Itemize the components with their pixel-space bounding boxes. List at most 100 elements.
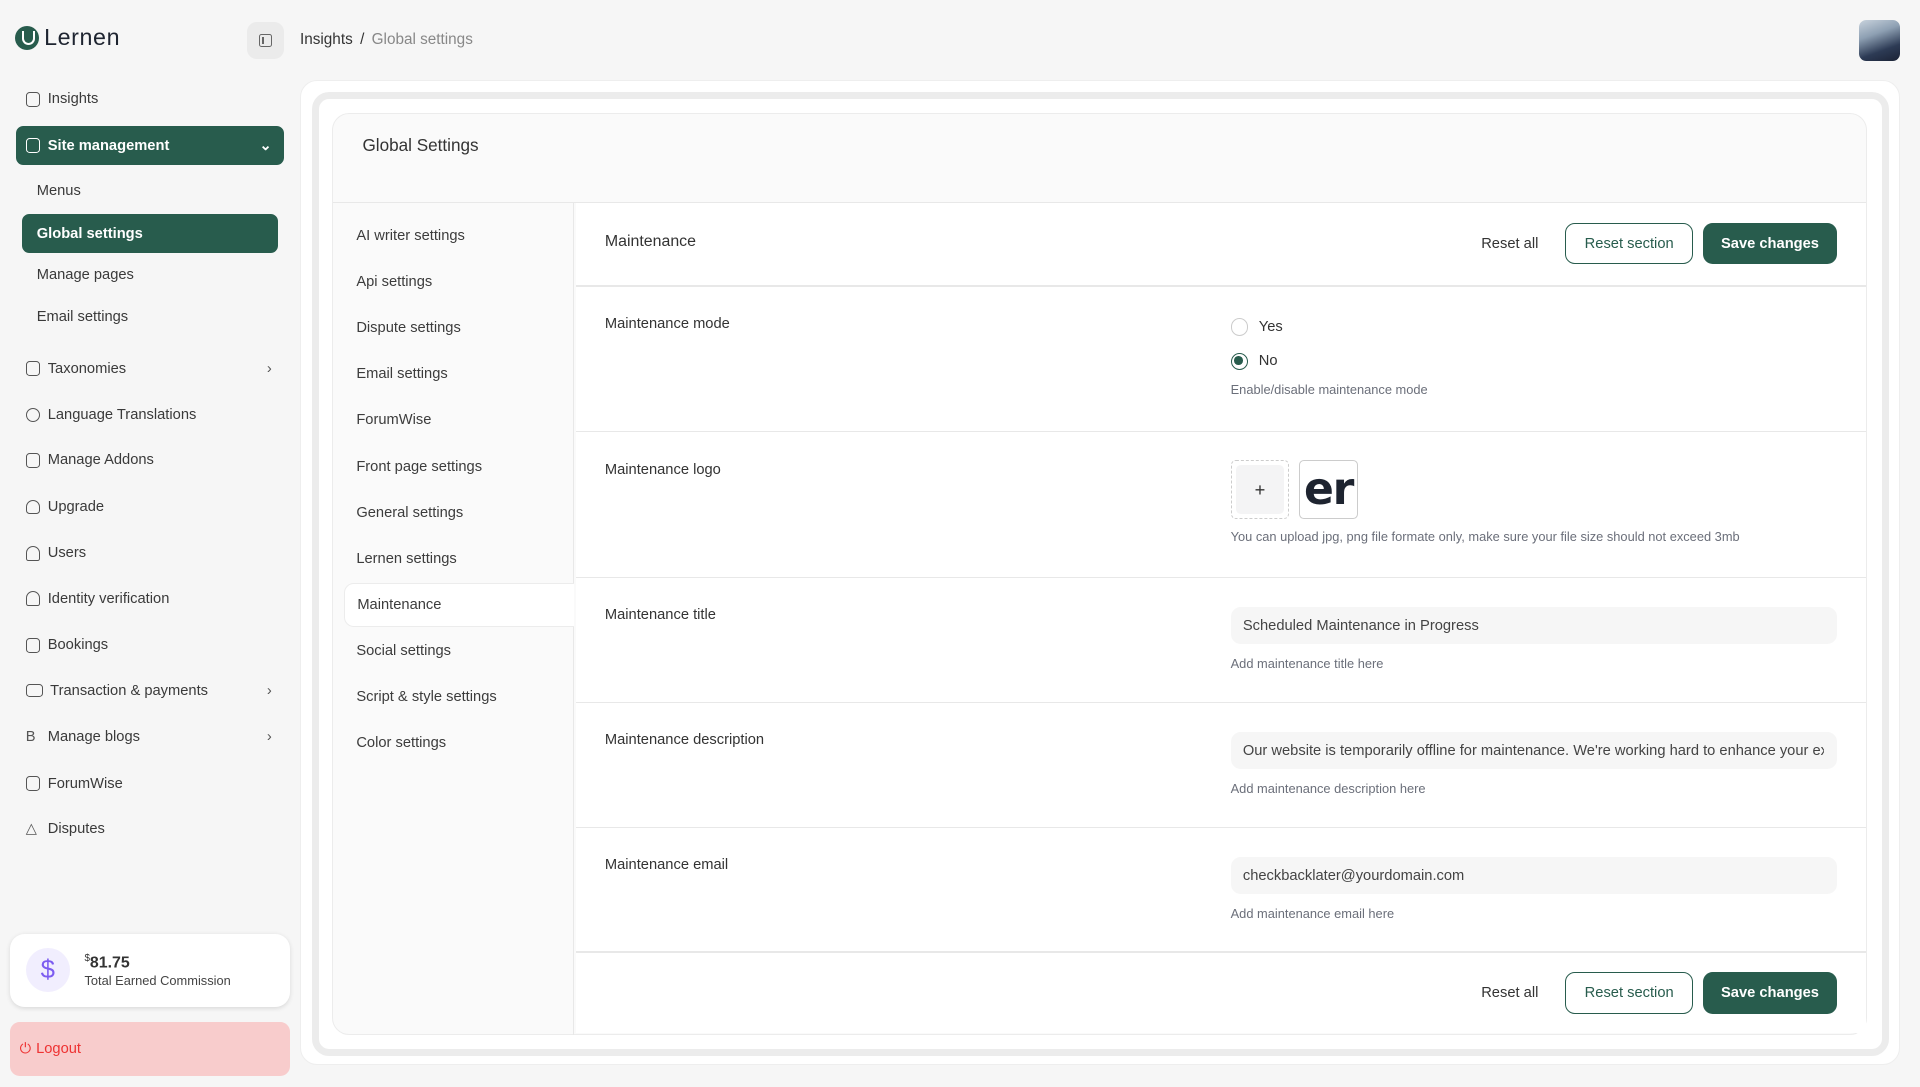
cloud-upload-icon — [25, 499, 41, 515]
plus-icon: + — [1235, 465, 1285, 515]
upload-logo-button[interactable]: + — [1230, 460, 1290, 520]
settings-nav-item-ai-writer-settings[interactable]: AI writer settings — [356, 228, 465, 245]
message-square-icon — [25, 776, 41, 791]
footer-reset-all-button[interactable]: Reset all — [1481, 985, 1539, 1002]
sidebar-item-forumwise[interactable]: ForumWise — [16, 764, 284, 803]
amount-value: 81.75 — [89, 954, 130, 972]
sidebar-item-site-management[interactable]: Site management ⌄ — [15, 126, 285, 166]
sidebar-item-label: Upgrade — [47, 498, 105, 515]
sidebar-item-language-translations[interactable]: Language Translations — [16, 396, 284, 435]
database-icon — [25, 361, 41, 376]
sidebar-layout-icon — [258, 33, 273, 48]
layers-icon — [25, 91, 41, 107]
divider — [575, 826, 1867, 828]
settings-nav-item-maintenance[interactable]: Maintenance — [344, 582, 575, 627]
logo-mark-icon — [14, 25, 40, 51]
sidebar-item-label: Users — [47, 545, 87, 562]
chevron-right-icon: › — [266, 682, 272, 699]
settings-nav-item-social-settings[interactable]: Social settings — [356, 642, 452, 659]
sidebar-item-transaction-payments[interactable]: Transaction & payments › — [16, 671, 284, 710]
maintenance-title-hint: Add maintenance title here — [1230, 656, 1384, 672]
maintenance-title-input[interactable] — [1230, 607, 1837, 645]
dollar-icon: $ — [25, 948, 70, 993]
radio-yes[interactable]: Yes — [1230, 315, 1837, 339]
radio-unchecked-icon — [1230, 318, 1248, 336]
sidebar-item-bookings[interactable]: Bookings — [16, 626, 284, 665]
radio-checked-icon — [1230, 352, 1248, 370]
maintenance-title-label: Maintenance title — [604, 607, 716, 624]
app-logo[interactable]: Lernen — [14, 24, 120, 51]
settings-nav-item-general-settings[interactable]: General settings — [356, 504, 464, 521]
settings-nav-item-script-style-settings[interactable]: Script & style settings — [356, 688, 497, 705]
sidebar-sub-global-settings[interactable]: Global settings — [22, 214, 278, 254]
maintenance-title-control: Add maintenance title here — [1230, 607, 1837, 672]
settings-nav-item-api-settings[interactable]: Api settings — [356, 274, 433, 291]
sidebar-item-label: Disputes — [47, 820, 105, 837]
commission-amount: $81.75 — [84, 953, 230, 972]
alert-triangle-icon: △ — [25, 820, 37, 837]
sidebar-item-label: Insights — [47, 91, 99, 108]
divider — [333, 202, 1867, 204]
maintenance-email-label: Maintenance email — [604, 857, 729, 874]
sidebar-sub-menus[interactable]: Menus — [36, 183, 81, 199]
commission-card: $ $81.75 Total Earned Commission — [9, 934, 291, 1007]
maintenance-logo-control: + er You can upload jpg, png file format… — [1230, 460, 1837, 544]
folder-plus-icon — [25, 453, 41, 468]
layout-icon — [25, 138, 41, 154]
settings-nav-item-lernen-settings[interactable]: Lernen settings — [356, 550, 457, 567]
sidebar-item-upgrade[interactable]: Upgrade — [16, 487, 284, 526]
maintenance-email-input[interactable] — [1230, 857, 1837, 894]
logout-button[interactable]: ⏻ Logout — [9, 1022, 291, 1077]
footer-reset-section-button[interactable]: Reset section — [1564, 972, 1694, 1014]
settings-nav-item-front-page-settings[interactable]: Front page settings — [356, 458, 483, 475]
sidebar-item-disputes[interactable]: △ Disputes — [16, 809, 284, 848]
maintenance-description-hint: Add maintenance description here — [1230, 781, 1426, 797]
settings-nav-item-color-settings[interactable]: Color settings — [356, 734, 447, 751]
logout-label: Logout — [36, 1041, 82, 1058]
file-icon — [25, 637, 41, 653]
breadcrumb-insights[interactable]: Insights — [300, 30, 353, 48]
sidebar-sub-email-settings[interactable]: Email settings — [36, 309, 129, 326]
reset-section-button[interactable]: Reset section — [1564, 222, 1694, 265]
maintenance-description-label: Maintenance description — [604, 732, 765, 749]
sidebar-toggle-button[interactable] — [247, 22, 285, 59]
currency-symbol: $ — [84, 953, 90, 965]
sidebar-item-label: Identity verification — [47, 590, 170, 607]
divider — [575, 285, 1867, 287]
sidebar-item-manage-addons[interactable]: Manage Addons — [16, 441, 284, 480]
page-title: Global Settings — [362, 134, 479, 155]
logo-preview: er — [1299, 460, 1358, 520]
sidebar-item-manage-blogs[interactable]: B Manage blogs › — [16, 718, 284, 757]
sidebar-item-label: Manage blogs — [47, 729, 140, 746]
sidebar-item-label: Manage Addons — [47, 452, 154, 469]
divider — [575, 951, 1867, 953]
power-icon: ⏻ — [19, 1041, 32, 1058]
breadcrumb: Insights / Global settings — [300, 31, 473, 49]
radio-no[interactable]: No — [1230, 349, 1837, 373]
sidebar-item-identity-verification[interactable]: Identity verification — [16, 579, 284, 618]
reset-all-button[interactable]: Reset all — [1481, 235, 1539, 252]
sidebar-item-insights[interactable]: Insights — [16, 80, 284, 119]
sidebar-item-users[interactable]: Users — [16, 534, 284, 573]
settings-nav-item-dispute-settings[interactable]: Dispute settings — [356, 320, 461, 337]
radio-no-label: No — [1258, 353, 1278, 370]
sidebar-item-label: ForumWise — [47, 775, 123, 792]
users-icon — [25, 546, 41, 561]
sidebar-item-label: Bookings — [47, 637, 109, 654]
footer-save-changes-button[interactable]: Save changes — [1703, 972, 1837, 1014]
chevron-right-icon: › — [266, 360, 272, 377]
settings-nav-item-email-settings[interactable]: Email settings — [356, 366, 448, 383]
user-avatar[interactable] — [1858, 19, 1901, 62]
maintenance-email-control: Add maintenance email here — [1230, 857, 1837, 921]
sidebar-item-label: Language Translations — [47, 407, 197, 424]
commission-label: Total Earned Commission — [84, 972, 231, 988]
radio-yes-label: Yes — [1258, 318, 1283, 335]
sidebar-item-taxonomies[interactable]: Taxonomies › — [16, 349, 284, 388]
maintenance-logo-hint: You can upload jpg, png file formate onl… — [1230, 528, 1740, 544]
section-title: Maintenance — [604, 232, 696, 250]
settings-nav-item-forumwise[interactable]: ForumWise — [356, 412, 432, 429]
maintenance-description-input[interactable] — [1230, 732, 1837, 769]
sidebar-sub-manage-pages[interactable]: Manage pages — [36, 267, 134, 284]
save-changes-button[interactable]: Save changes — [1703, 222, 1837, 265]
bold-b-icon: B — [25, 728, 36, 745]
